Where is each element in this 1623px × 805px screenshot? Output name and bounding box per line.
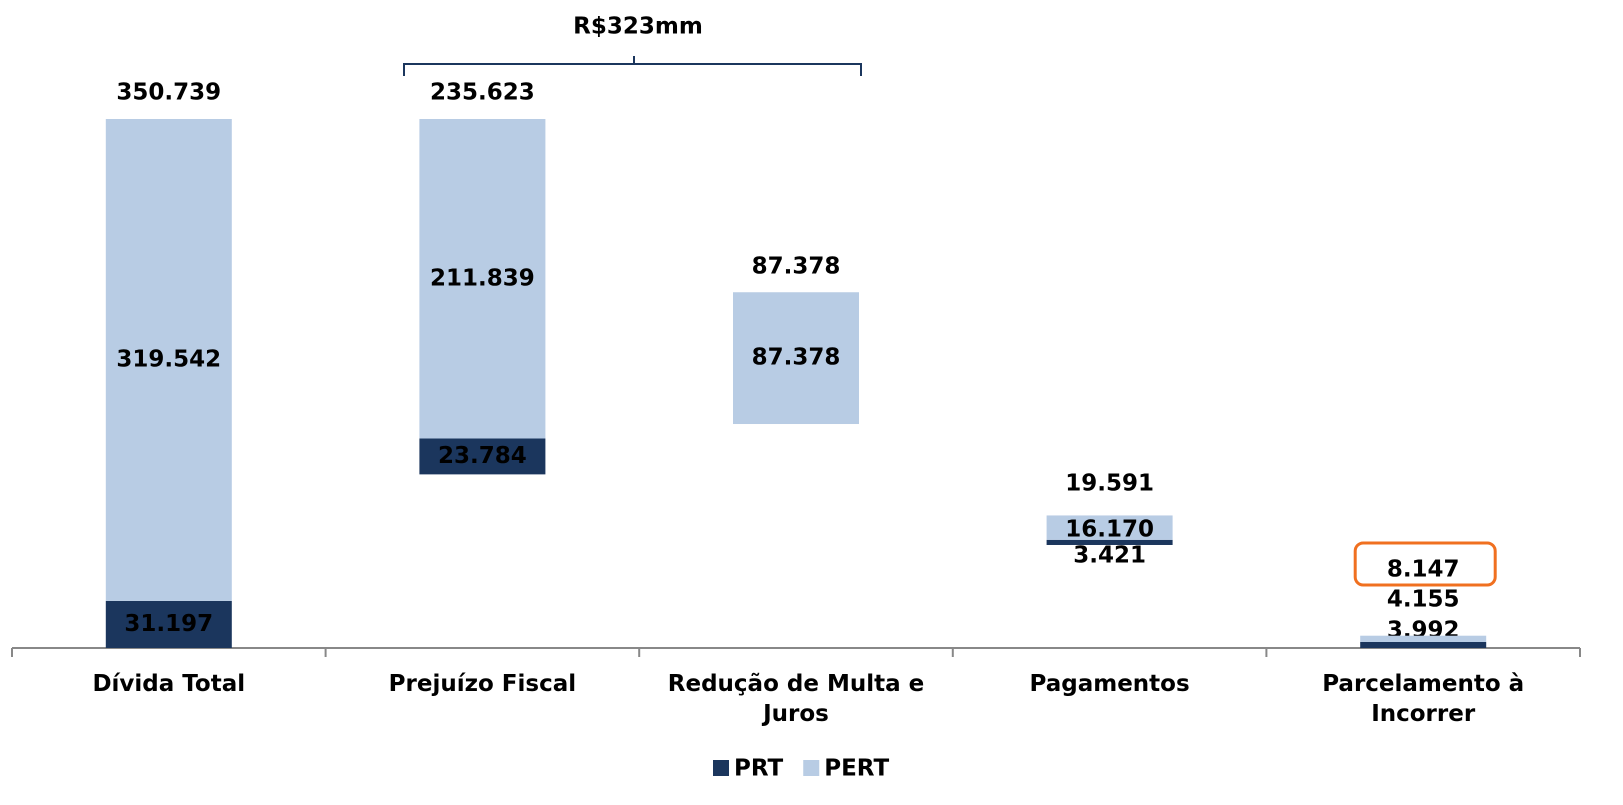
bar-segment — [419, 438, 546, 475]
bar-segment — [105, 600, 232, 648]
value-label: 319.542 — [116, 346, 221, 372]
x-tick-label-line: Parcelamento à — [1322, 671, 1524, 697]
x-tick-label: Redução de Multa e Juros — [668, 671, 924, 727]
x-tick-label-line: Juros — [761, 701, 829, 727]
value-label: 31.197 — [124, 611, 213, 637]
value-label: 4.155 — [1387, 587, 1460, 613]
x-tick-label-line: Incorrer — [1371, 701, 1476, 727]
x-tick-label-line: Prejuízo Fiscal — [389, 671, 576, 697]
value-label: 3.421 — [1073, 543, 1146, 569]
bar-segment — [1360, 641, 1487, 648]
bar-segment — [105, 119, 232, 601]
x-tick-label-line: Dívida Total — [92, 671, 245, 697]
total-label: 8.147 — [1387, 557, 1460, 583]
total-label: 87.378 — [752, 254, 841, 280]
total-label: 350.739 — [116, 80, 221, 106]
bar-segment — [1360, 635, 1487, 642]
value-label: 16.170 — [1065, 517, 1154, 543]
total-label: 235.623 — [430, 80, 535, 106]
value-label: 211.839 — [430, 265, 535, 291]
legend-swatch — [803, 760, 820, 776]
value-label: 23.784 — [438, 443, 527, 469]
total-label: 19.591 — [1065, 471, 1154, 497]
x-tick-label-line: Pagamentos — [1030, 671, 1190, 697]
highlight-box — [1353, 541, 1497, 587]
bar-segment — [419, 119, 546, 439]
x-tick-label-line: Redução de Multa e — [668, 671, 924, 697]
bracket — [403, 56, 862, 76]
x-tick-label: Prejuízo Fiscal — [389, 671, 576, 697]
x-tick-label: Dívida Total — [92, 671, 245, 697]
value-label: 87.378 — [752, 345, 841, 371]
x-tick-label: Parcelamento à Incorrer — [1322, 671, 1524, 727]
legend-label: PRT — [734, 756, 784, 782]
x-tick-label: Pagamentos — [1030, 671, 1190, 697]
annotation: R$323mm — [573, 14, 703, 40]
legend-swatch — [713, 760, 729, 776]
bar-segment — [1046, 515, 1173, 540]
bar-segment — [733, 292, 859, 425]
legend-label: PERT — [824, 756, 889, 782]
plot: Dívida Total 31.197 319.542 350.739 Prejuízo… — [11, 80, 1581, 782]
bar-segment — [1046, 539, 1173, 545]
